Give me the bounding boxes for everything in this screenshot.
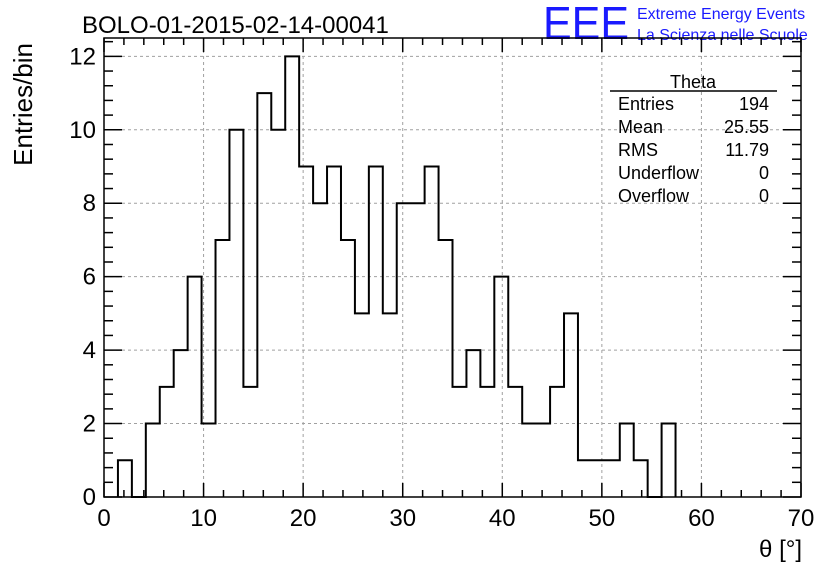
x-tick-label: 30 <box>389 505 416 532</box>
histogram-bar <box>550 387 564 497</box>
x-tick-label: 50 <box>589 505 616 532</box>
x-axis-ticks: 0 10 20 30 40 50 60 70 <box>97 38 814 532</box>
histogram-bar <box>216 240 230 497</box>
stats-value: 25.55 <box>724 117 769 137</box>
histogram-bar <box>271 130 285 497</box>
histogram-bar <box>257 93 271 497</box>
histogram-bar <box>439 240 453 497</box>
y-tick-label: 8 <box>83 190 96 217</box>
y-axis-label: Entries/bin <box>8 43 38 166</box>
stats-label: Entries <box>618 94 674 114</box>
y-tick-label: 6 <box>83 264 96 291</box>
histogram-bar <box>634 460 648 497</box>
y-tick-label: 10 <box>69 117 96 144</box>
x-tick-label: 20 <box>290 505 317 532</box>
y-axis-ticks: 0 2 4 6 8 10 12 <box>69 40 801 511</box>
plot-frame <box>103 37 802 498</box>
histogram-bar <box>480 387 494 497</box>
histogram-bar <box>383 313 397 497</box>
x-tick-label: 70 <box>788 505 815 532</box>
stats-box-title: Theta <box>670 72 717 92</box>
histogram-bar <box>341 240 355 497</box>
stats-label: RMS <box>618 140 658 160</box>
x-axis-label: θ [°] <box>759 536 802 563</box>
stats-label: Mean <box>618 117 663 137</box>
histogram-bar <box>564 313 578 497</box>
y-tick-label: 4 <box>83 337 96 364</box>
stats-value: 0 <box>759 186 769 206</box>
histogram-bar <box>508 387 522 497</box>
eee-logo-line2: La Scienza nelle Scuole <box>637 27 808 44</box>
histogram-bar <box>118 460 132 497</box>
histogram-bar <box>494 277 508 497</box>
histogram-bar <box>453 387 467 497</box>
histogram-bar <box>188 277 202 497</box>
x-tick-label: 10 <box>190 505 217 532</box>
eee-logo-text: EEE <box>543 0 629 49</box>
y-tick-label: 12 <box>69 43 96 70</box>
histogram-bar <box>620 424 634 497</box>
histogram-bar <box>425 167 439 497</box>
stats-value: 11.79 <box>725 140 769 160</box>
x-tick-label: 0 <box>97 505 110 532</box>
stats-value: 0 <box>759 163 769 183</box>
histogram-bar <box>174 350 188 497</box>
eee-logo-line1: Extreme Energy Events <box>637 6 805 23</box>
histogram-bar <box>146 424 160 497</box>
y-tick-label: 2 <box>83 411 96 438</box>
histogram-outline <box>116 55 677 498</box>
histogram-bar <box>578 460 592 497</box>
histogram-bar <box>160 387 174 497</box>
histogram-bar <box>299 167 313 497</box>
chart-title: BOLO-01-2015-02-14-00041 <box>82 12 389 39</box>
histogram-bar <box>243 387 257 497</box>
histogram-bar <box>355 313 369 497</box>
histogram-bar <box>662 424 676 497</box>
histogram-bar <box>327 167 341 497</box>
histogram-bar <box>522 424 536 497</box>
stats-label: Overflow <box>618 186 690 206</box>
histogram-bar <box>536 424 550 497</box>
x-tick-label: 60 <box>688 505 715 532</box>
histogram-bar <box>369 167 383 497</box>
y-tick-label: 0 <box>83 484 96 511</box>
stats-box: Theta Entries 194 Mean 25.55 RMS 11.79 Underfl… <box>610 72 777 206</box>
x-tick-label: 40 <box>489 505 516 532</box>
histogram-bar <box>606 460 620 497</box>
stats-value: 194 <box>739 94 769 114</box>
histogram-bar <box>229 130 243 497</box>
histogram-bar <box>592 460 606 497</box>
stats-label: Underflow <box>618 163 700 183</box>
eee-logo: EEE Extreme Energy Events La Scienza nel… <box>543 0 808 49</box>
